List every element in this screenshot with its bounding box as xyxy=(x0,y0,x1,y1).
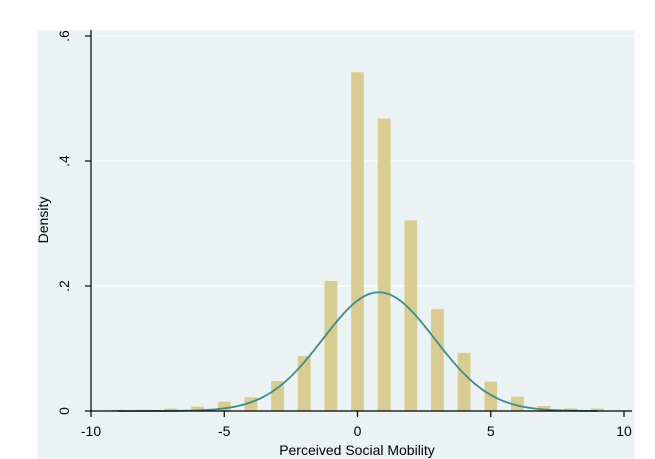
histogram-bar xyxy=(564,408,578,411)
histogram-bar xyxy=(324,281,338,411)
histogram-bar xyxy=(217,401,231,412)
x-axis-title: Perceived Social Mobility xyxy=(279,442,435,458)
y-tick-label: 0 xyxy=(56,407,72,415)
x-tick-label: -10 xyxy=(81,423,101,439)
histogram-bar xyxy=(457,352,471,412)
histogram-bar xyxy=(271,381,284,411)
histogram-bar xyxy=(537,406,551,411)
x-tick-label: 5 xyxy=(487,423,495,439)
x-tick-label: 0 xyxy=(354,423,362,439)
histogram-bar xyxy=(590,408,604,411)
histogram-bar xyxy=(351,72,364,411)
histogram-bar xyxy=(377,118,391,411)
plot-background-border xyxy=(36,29,636,459)
histogram-bar xyxy=(431,309,444,412)
normal-density-curve xyxy=(117,291,598,412)
x-tick-label: -5 xyxy=(218,423,231,439)
histogram-bar xyxy=(511,396,524,412)
y-tick-label: .2 xyxy=(56,280,72,292)
histogram-bar xyxy=(484,381,498,412)
histogram-bar xyxy=(164,408,178,411)
y-tick-label: .4 xyxy=(56,155,72,167)
histogram-bar xyxy=(191,406,204,412)
x-tick-label: 10 xyxy=(616,423,632,439)
histogram-bar xyxy=(297,356,311,411)
y-axis-title: Density xyxy=(35,197,51,244)
histogram-bar xyxy=(404,220,418,412)
histogram-bar xyxy=(111,409,125,411)
y-tick-label: .6 xyxy=(56,30,72,42)
